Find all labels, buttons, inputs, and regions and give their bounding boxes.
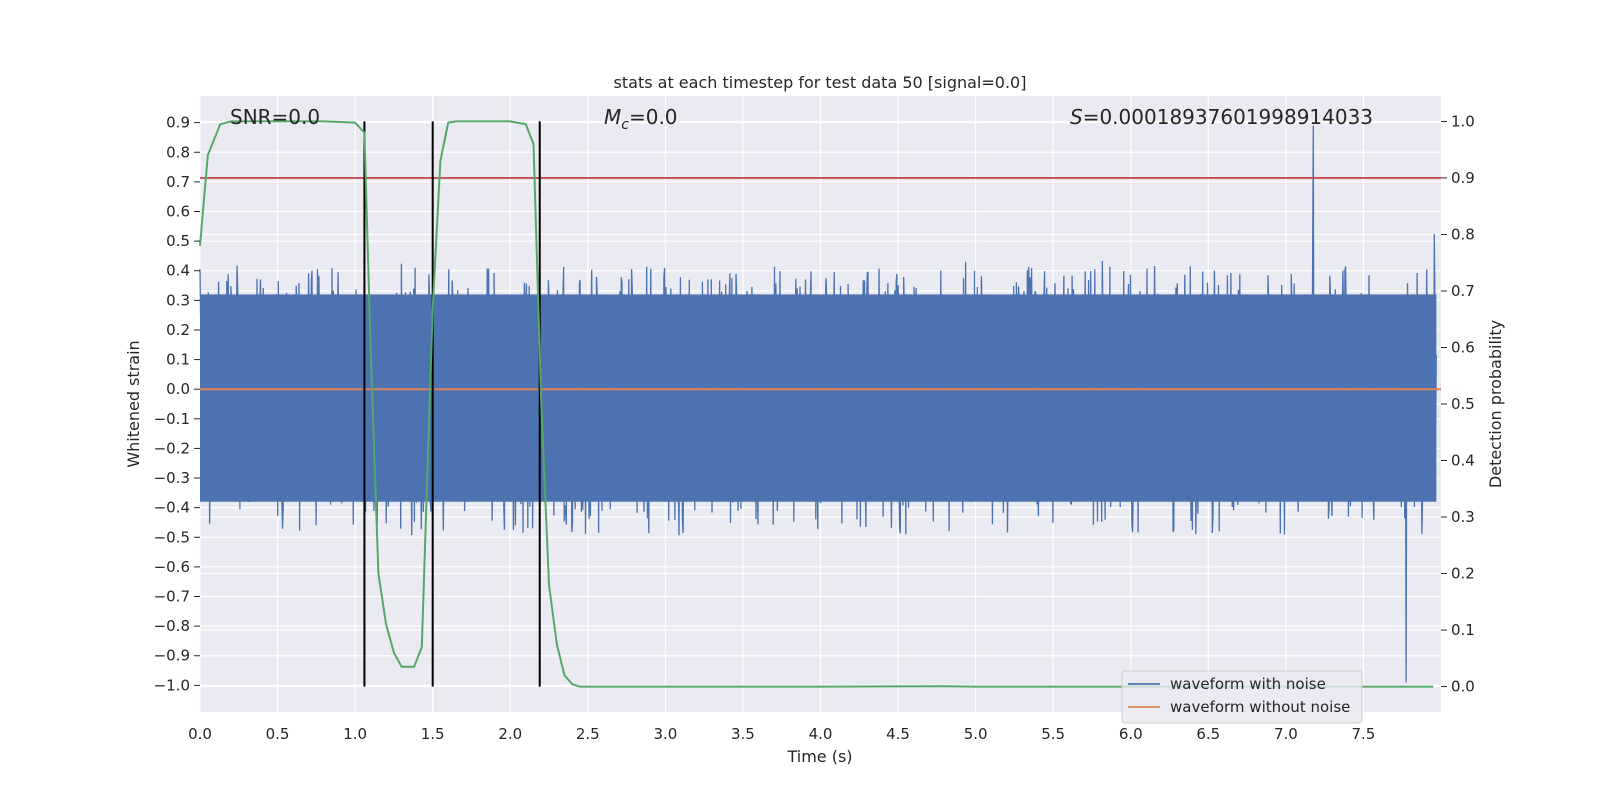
y-tick-label: −0.9 [154,647,190,665]
y-tick-label: 0.4 [166,262,190,280]
x-tick-label: 7.0 [1274,725,1298,743]
mc-annotation: Mc=0.0 [604,105,678,133]
x-axis-label: Time (s) [786,747,852,766]
y-tick-label: 0.6 [166,203,190,221]
x-tick-label: 4.0 [809,725,833,743]
vertical-markers [363,121,541,687]
y-tick-label: 0.1 [166,351,190,369]
y-tick-label: 0.8 [166,143,190,161]
noise-line [199,125,1437,683]
s-value: =0.00018937601998914033 [1083,105,1373,129]
x-tick-label: 5.0 [964,725,988,743]
x-tick-label: 3.0 [653,725,677,743]
legend-label-noise: waveform with noise [1170,675,1326,693]
x-tick-label: 1.5 [421,725,445,743]
y-right-tick-label: 0.4 [1451,452,1475,470]
mc-value: =0.0 [629,105,678,129]
y-tick-label: −0.7 [154,588,190,606]
legend-label-clean: waveform without noise [1170,698,1350,716]
y-tick-label: −0.6 [154,558,190,576]
y-tick-label: 0.9 [166,114,190,132]
y-tick-label: −0.3 [154,469,190,487]
y-right-tick-label: 0.1 [1451,621,1475,639]
x-tick-label: 6.0 [1119,725,1143,743]
legend-box [1121,670,1363,724]
y-tick-label: −0.4 [154,499,190,517]
legend: waveform with noise waveform without noi… [1121,670,1363,724]
y-tick-label: −0.8 [154,617,190,635]
y-axis-right-label: Detection probability [1486,320,1505,488]
y-tick-label: −0.1 [154,410,190,428]
y-right-tick-label: 0.2 [1451,565,1475,583]
y-right-tick-label: 0.5 [1451,395,1475,413]
y-right-tick-label: 0.8 [1451,225,1475,243]
y-tick-label: 0.2 [166,321,190,339]
snr-annotation: SNR=0.0 [230,105,320,129]
x-tick-label: 7.5 [1352,725,1376,743]
y-right-tick-label: 1.0 [1451,112,1475,130]
y-tick-label: −0.2 [154,439,190,457]
x-tick-label: 4.5 [886,725,910,743]
y-right-tick-label: 0.0 [1451,678,1475,696]
y-tick-label: 0.5 [166,232,190,250]
chart-title: stats at each timestep for test data 50 … [614,73,1027,92]
x-tick-label: 1.0 [343,725,367,743]
y-right-tick-label: 0.7 [1451,282,1475,300]
y-axis-right: 1.0 0.9 0.8 0.7 0.6 0.5 0.4 0.3 0.2 0.1 0.0 [1441,112,1475,696]
x-axis: 0.0 0.5 1.0 1.5 2.0 2.5 3.0 3.5 4.0 4.5 5.0 5.5 6.0 6… [188,725,1375,743]
x-tick-label: 0.0 [188,725,212,743]
x-tick-label: 6.5 [1196,725,1220,743]
detection-probability [199,120,1434,688]
waveform-with-noise [199,125,1437,683]
mc-subscript: c [621,117,629,133]
mc-symbol: M [604,105,621,129]
x-tick-label: 3.5 [731,725,755,743]
y-tick-label: 0.7 [166,173,190,191]
y-right-tick-label: 0.9 [1451,169,1475,187]
y-tick-label: 0.3 [166,291,190,309]
y-right-tick-label: 0.3 [1451,508,1475,526]
y-right-tick-label: 0.6 [1451,338,1475,356]
s-annotation: S=0.00018937601998914033 [1070,105,1373,129]
y-tick-label: 0.0 [166,380,190,398]
y-tick-label: −1.0 [154,676,190,694]
x-tick-label: 5.5 [1041,725,1065,743]
y-axis-left: 0.9 0.8 0.7 0.6 0.5 0.4 0.3 0.2 0.1 0.0 −0.1 −0.2 −0… [154,114,200,694]
y-axis-label: Whitened strain [124,340,143,467]
y-tick-label: −0.5 [154,528,190,546]
x-tick-label: 2.0 [498,725,522,743]
x-tick-label: 0.5 [266,725,290,743]
probability-line [199,120,1434,688]
s-symbol: S [1070,105,1083,129]
x-tick-label: 2.5 [576,725,600,743]
